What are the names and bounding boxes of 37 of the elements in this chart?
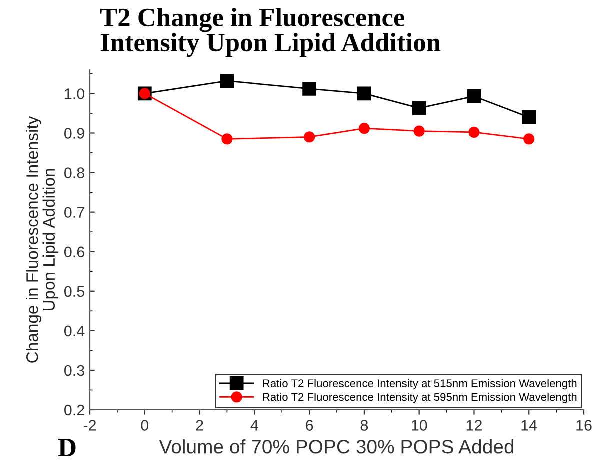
point bbox=[468, 126, 480, 138]
x-tick-label: -2 bbox=[84, 420, 96, 431]
x-tick-label: 2 bbox=[196, 420, 204, 431]
y-tick-label: 1.0 bbox=[65, 88, 85, 100]
x-tick-label: 8 bbox=[360, 420, 368, 431]
x-tick-label: 12 bbox=[466, 420, 482, 431]
point bbox=[467, 90, 482, 104]
point bbox=[358, 122, 370, 134]
point bbox=[304, 132, 316, 143]
point bbox=[220, 74, 234, 88]
legend-label: Ratio T2 Fluorescence Intensity at 595nm Emission Wavelength bbox=[263, 392, 577, 404]
point bbox=[302, 82, 316, 96]
point bbox=[412, 101, 426, 116]
x-tick-label: 10 bbox=[412, 420, 428, 431]
point bbox=[414, 126, 425, 137]
y-tick-label: 0.3 bbox=[64, 365, 84, 376]
x-tick-label: 0 bbox=[141, 420, 149, 431]
x-tick-label: 14 bbox=[522, 420, 538, 431]
legend-label: Ratio T2 Fluorescence Intensity at 515nm Emission Wavelength bbox=[263, 379, 577, 390]
chart-title: T2 Change in Fluorescence Intensity Upon Lipid Addition bbox=[100, 8, 441, 58]
point bbox=[222, 134, 233, 145]
x-tick-label: 6 bbox=[306, 420, 314, 431]
y-tick-label: 0.9 bbox=[64, 128, 84, 139]
x-tick-label: 4 bbox=[250, 420, 258, 431]
y-tick-label: 0.8 bbox=[64, 168, 84, 178]
y-tick-label: 0.6 bbox=[64, 246, 84, 258]
y-tick-label: 0.2 bbox=[64, 404, 84, 416]
y-tick-label: 0.4 bbox=[64, 326, 85, 337]
y-tick-label: 0.7 bbox=[64, 207, 84, 218]
x-axis-title: Volume of 70% POPC 30% POPS Added bbox=[159, 440, 514, 454]
y-tick-label: 0.5 bbox=[64, 286, 84, 298]
x-tick-label: 16 bbox=[576, 420, 592, 431]
point bbox=[522, 110, 536, 124]
point bbox=[524, 134, 535, 145]
y-axis-title: Change in Fluorescence Intensity Upon Lipid Addition bbox=[26, 116, 58, 363]
text: D bbox=[58, 439, 76, 456]
point bbox=[358, 86, 372, 101]
